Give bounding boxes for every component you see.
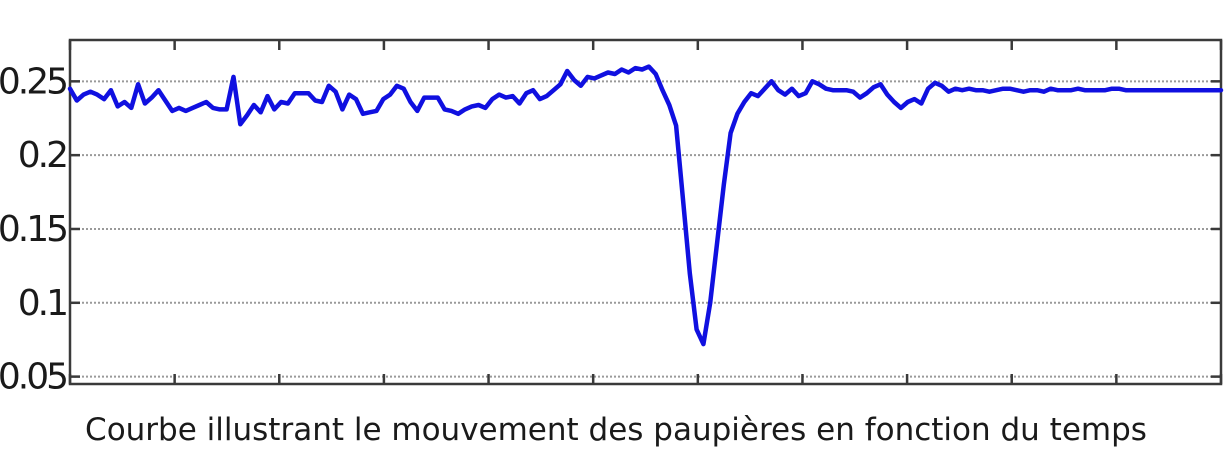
- y-tick-label: 0.2: [18, 135, 66, 176]
- series-line-0: [67, 64, 1224, 347]
- y-tick-label: 0.05: [0, 357, 66, 398]
- y-axis-labels: 0.05 0.1 0.15 0.2 0.25: [0, 61, 69, 398]
- eyelid-movement-chart: 0.05 0.1 0.15 0.2 0.25: [0, 38, 1224, 398]
- grid-layer: [70, 80, 1221, 378]
- chart-svg: 0.05 0.1 0.15 0.2 0.25: [0, 38, 1224, 398]
- plot-frame: [68, 38, 1223, 386]
- series-layer: [67, 64, 1224, 347]
- chart-caption: Courbe illustrant le mouvement des paupi…: [85, 412, 1147, 448]
- y-tick-label: 0.1: [18, 283, 66, 324]
- tick-layer: [68, 40, 1223, 384]
- y-tick-label: 0.25: [0, 61, 66, 102]
- y-tick-label: 0.15: [0, 209, 66, 250]
